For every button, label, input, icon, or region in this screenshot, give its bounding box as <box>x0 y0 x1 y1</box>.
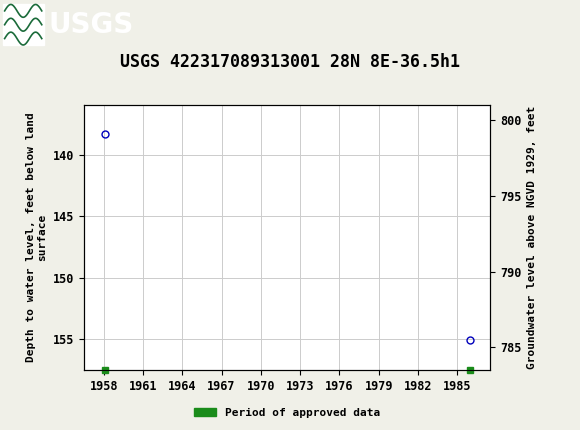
Text: USGS: USGS <box>48 11 133 39</box>
Text: USGS 422317089313001 28N 8E-36.5h1: USGS 422317089313001 28N 8E-36.5h1 <box>120 53 460 71</box>
Y-axis label: Groundwater level above NGVD 1929, feet: Groundwater level above NGVD 1929, feet <box>527 106 536 369</box>
Y-axis label: Depth to water level, feet below land
surface: Depth to water level, feet below land su… <box>26 113 48 362</box>
Legend: Period of approved data: Period of approved data <box>190 403 385 422</box>
FancyBboxPatch shape <box>3 4 43 46</box>
